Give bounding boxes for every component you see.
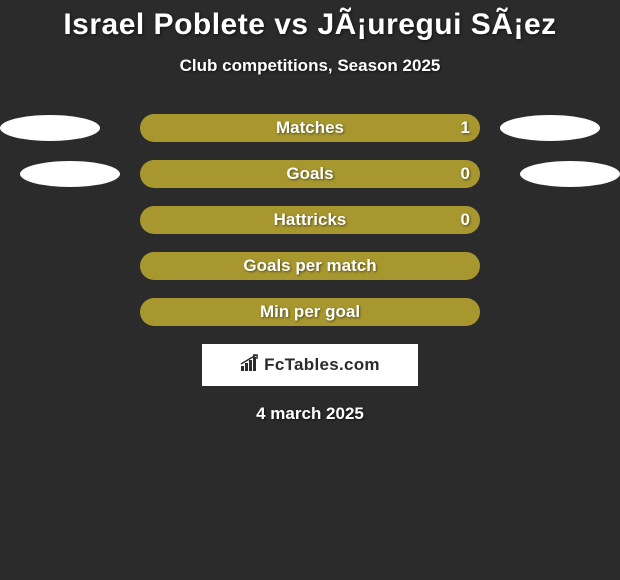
date-text: 4 march 2025 <box>10 404 610 424</box>
ellipse-icon <box>520 160 620 188</box>
page-title: Israel Poblete vs JÃ¡uregui SÃ¡ez <box>10 8 610 42</box>
ellipse-icon <box>0 114 100 142</box>
bar-label: Goals per match <box>140 252 480 280</box>
stat-bar: Goals0 <box>140 160 480 188</box>
page-subtitle: Club competitions, Season 2025 <box>10 56 610 76</box>
stat-row: Goals0 <box>10 160 610 188</box>
stat-row: Matches1 <box>10 114 610 142</box>
logo-box: FcTables.com <box>202 344 418 386</box>
bar-right-value: 0 <box>461 160 470 188</box>
left-ellipse-slot <box>20 160 120 188</box>
ellipse-icon <box>20 160 120 188</box>
bar-chart-icon <box>240 354 260 377</box>
right-ellipse-slot <box>520 160 620 188</box>
right-ellipse-slot <box>500 114 600 142</box>
stat-row: Min per goal <box>10 298 610 326</box>
bar-right-value: 1 <box>461 114 470 142</box>
stat-bar: Hattricks0 <box>140 206 480 234</box>
bar-label: Matches <box>140 114 480 142</box>
stat-row: Goals per match <box>10 252 610 280</box>
bar-right-value: 0 <box>461 206 470 234</box>
bar-label: Min per goal <box>140 298 480 326</box>
stat-row: Hattricks0 <box>10 206 610 234</box>
infographic-container: Israel Poblete vs JÃ¡uregui SÃ¡ez Club c… <box>0 0 620 424</box>
stat-bar: Matches1 <box>140 114 480 142</box>
bar-label: Goals <box>140 160 480 188</box>
stat-rows: Matches1Goals0Hattricks0Goals per matchM… <box>10 114 610 326</box>
stat-bar: Min per goal <box>140 298 480 326</box>
logo-text: FcTables.com <box>264 355 380 375</box>
left-ellipse-slot <box>0 114 100 142</box>
ellipse-icon <box>500 114 600 142</box>
bar-label: Hattricks <box>140 206 480 234</box>
stat-bar: Goals per match <box>140 252 480 280</box>
